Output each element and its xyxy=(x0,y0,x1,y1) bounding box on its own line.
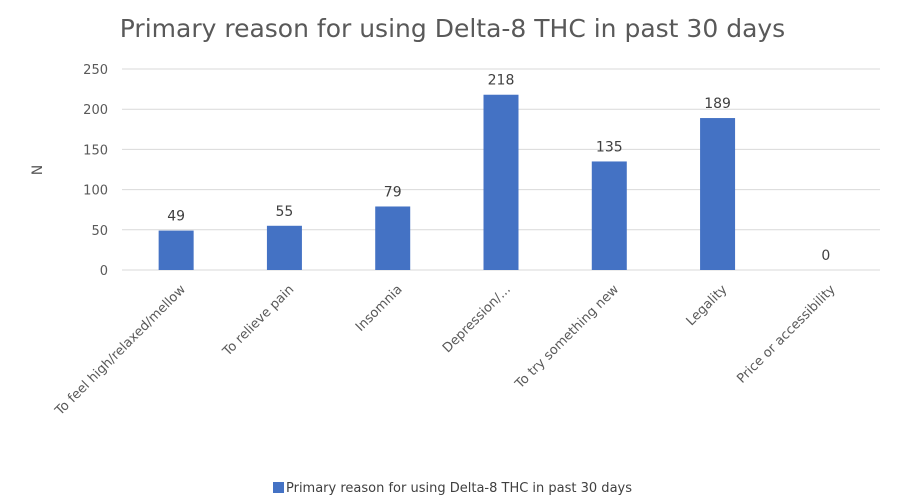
x-tick-label: To try something new xyxy=(512,282,623,393)
y-tick-labels: 0 50 100 150 200 250 xyxy=(83,63,108,279)
data-label: 0 xyxy=(821,248,830,264)
bar xyxy=(591,161,627,270)
y-tick-label: 250 xyxy=(83,63,108,78)
data-label: 49 xyxy=(167,209,185,225)
data-label: 218 xyxy=(488,73,515,89)
data-labels: 49 55 79 218 135 189 0 xyxy=(167,73,830,264)
y-tick-label: 50 xyxy=(91,224,108,239)
bar xyxy=(375,206,411,270)
bar xyxy=(266,225,302,270)
bar xyxy=(483,94,519,270)
x-tick-label: Legality xyxy=(684,282,731,329)
bar xyxy=(158,230,194,270)
legend-swatch xyxy=(272,482,284,493)
y-tick-label: 0 xyxy=(100,264,108,279)
legend: Primary reason for using Delta-8 THC in … xyxy=(0,481,905,496)
x-tick-label: Insomnia xyxy=(353,282,406,335)
y-axis-label: N xyxy=(30,165,46,175)
y-tick-label: 100 xyxy=(83,184,108,199)
chart-title: Primary reason for using Delta-8 THC in … xyxy=(119,14,786,43)
data-label: 135 xyxy=(596,139,623,155)
y-tick-label: 200 xyxy=(83,103,108,118)
x-tick-label: Depression/... xyxy=(440,282,514,356)
data-label: 55 xyxy=(276,204,294,220)
data-label: 79 xyxy=(384,184,402,200)
legend-label: Primary reason for using Delta-8 THC in … xyxy=(285,481,632,496)
bar xyxy=(700,118,736,270)
data-label: 189 xyxy=(704,96,731,112)
x-tick-label: To feel high/relaxed/mellow xyxy=(52,282,189,419)
x-tick-labels: To feel high/relaxed/mellow To relieve pa… xyxy=(52,282,839,419)
y-tick-label: 150 xyxy=(83,143,108,158)
bars xyxy=(158,94,736,270)
x-tick-label: Price or accessibility xyxy=(734,282,839,387)
x-tick-label: To relieve pain xyxy=(219,282,297,360)
